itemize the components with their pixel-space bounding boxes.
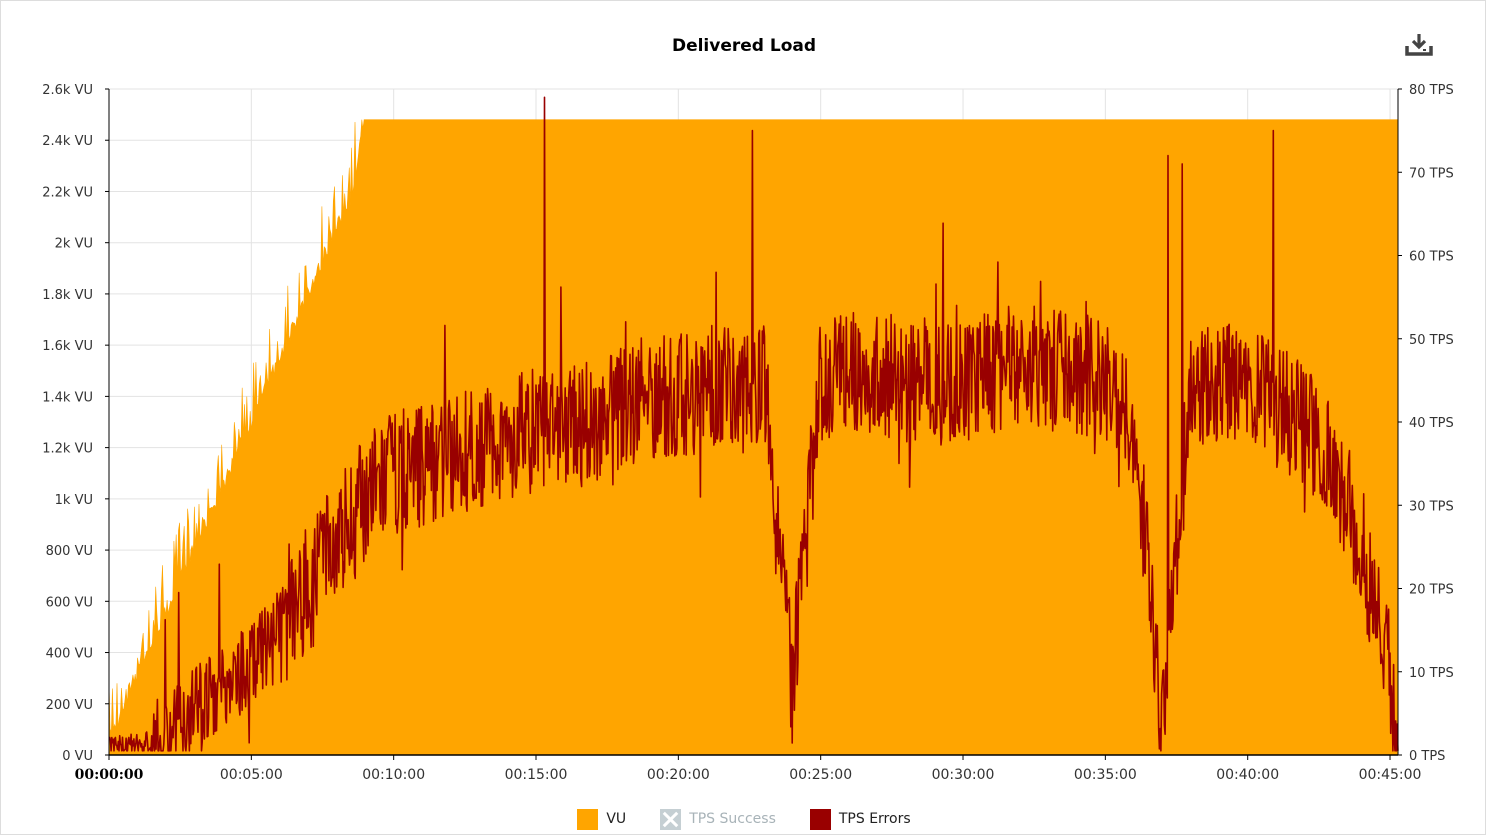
x-tick-label: 00:25:00 [789, 767, 852, 783]
y-left-tick-label: 1.4k VU [42, 390, 93, 405]
y-right-tick-label: 20 TPS [1409, 583, 1454, 598]
y-right-tick-label: 70 TPS [1409, 166, 1454, 181]
y-left-tick-label: 1k VU [55, 493, 93, 508]
x-tick-label: 00:40:00 [1216, 767, 1279, 783]
x-tick-label: 00:05:00 [220, 767, 283, 783]
y-right-tick-label: 10 TPS [1409, 666, 1454, 681]
y-left-tick-label: 400 VU [46, 647, 93, 662]
y-left-tick-label: 2k VU [55, 237, 93, 252]
legend-item-tps-success[interactable]: TPS Success [660, 806, 776, 832]
y-left-tick-label: 2.6k VU [42, 83, 93, 98]
y-right-tick-label: 40 TPS [1409, 416, 1454, 431]
legend-label-tps-success: TPS Success [689, 811, 776, 827]
y-left-tick-label: 800 VU [46, 544, 93, 559]
x-tick-label: 00:45:00 [1359, 767, 1422, 783]
download-button[interactable] [1403, 32, 1435, 58]
chart-title: Delivered Load [671, 36, 817, 56]
x-tick-label: 00:35:00 [1074, 767, 1137, 783]
x-tick-label: 00:15:00 [505, 767, 568, 783]
y-left-tick-label: 1.2k VU [42, 442, 93, 457]
series-vu-area [108, 119, 1399, 756]
legend-label-vu: VU [606, 811, 627, 827]
legend-item-tps-errors[interactable]: TPS Errors [809, 806, 911, 832]
legend-swatch-vu [577, 808, 599, 830]
x-tick-label: 00:30:00 [932, 767, 995, 783]
y-right-tick-label: 50 TPS [1409, 333, 1454, 348]
y-left-tick-label: 2.2k VU [42, 185, 93, 200]
x-tick-label: 00:20:00 [647, 767, 710, 783]
y-right-tick-label: 80 TPS [1409, 83, 1454, 98]
y-right-tick-label: 60 TPS [1409, 250, 1454, 265]
x-tick-label: 00:10:00 [362, 767, 425, 783]
legend-swatch-tps-errors [809, 808, 831, 830]
series-tps-errors-line [108, 96, 1399, 752]
y-left-tick-label: 200 VU [46, 698, 93, 713]
legend-item-vu[interactable]: VU [577, 806, 626, 832]
legend-swatch-tps-success [660, 808, 682, 830]
legend-label-tps-errors: TPS Errors [838, 811, 911, 827]
delivered-load-chart: 0 VU 200 VU 400 VU 600 VU 800 VU 1k VU 1.2k VU… [42, 83, 1454, 783]
y-left-tick-label: 1.8k VU [42, 288, 93, 303]
chart-legend: VU TPS Success TPS Errors [1, 806, 1485, 832]
download-icon [1405, 34, 1433, 56]
y-left-tick-label: 600 VU [46, 595, 93, 610]
y-left-tick-label: 0 VU [62, 749, 93, 764]
x-tick-label: 00:00:00 [75, 767, 144, 783]
y-left-tick-label: 2.4k VU [42, 134, 93, 149]
y-right-tick-label: 30 TPS [1409, 499, 1454, 514]
y-left-tick-label: 1.6k VU [42, 339, 93, 354]
y-right-tick-label: 0 TPS [1409, 749, 1445, 764]
